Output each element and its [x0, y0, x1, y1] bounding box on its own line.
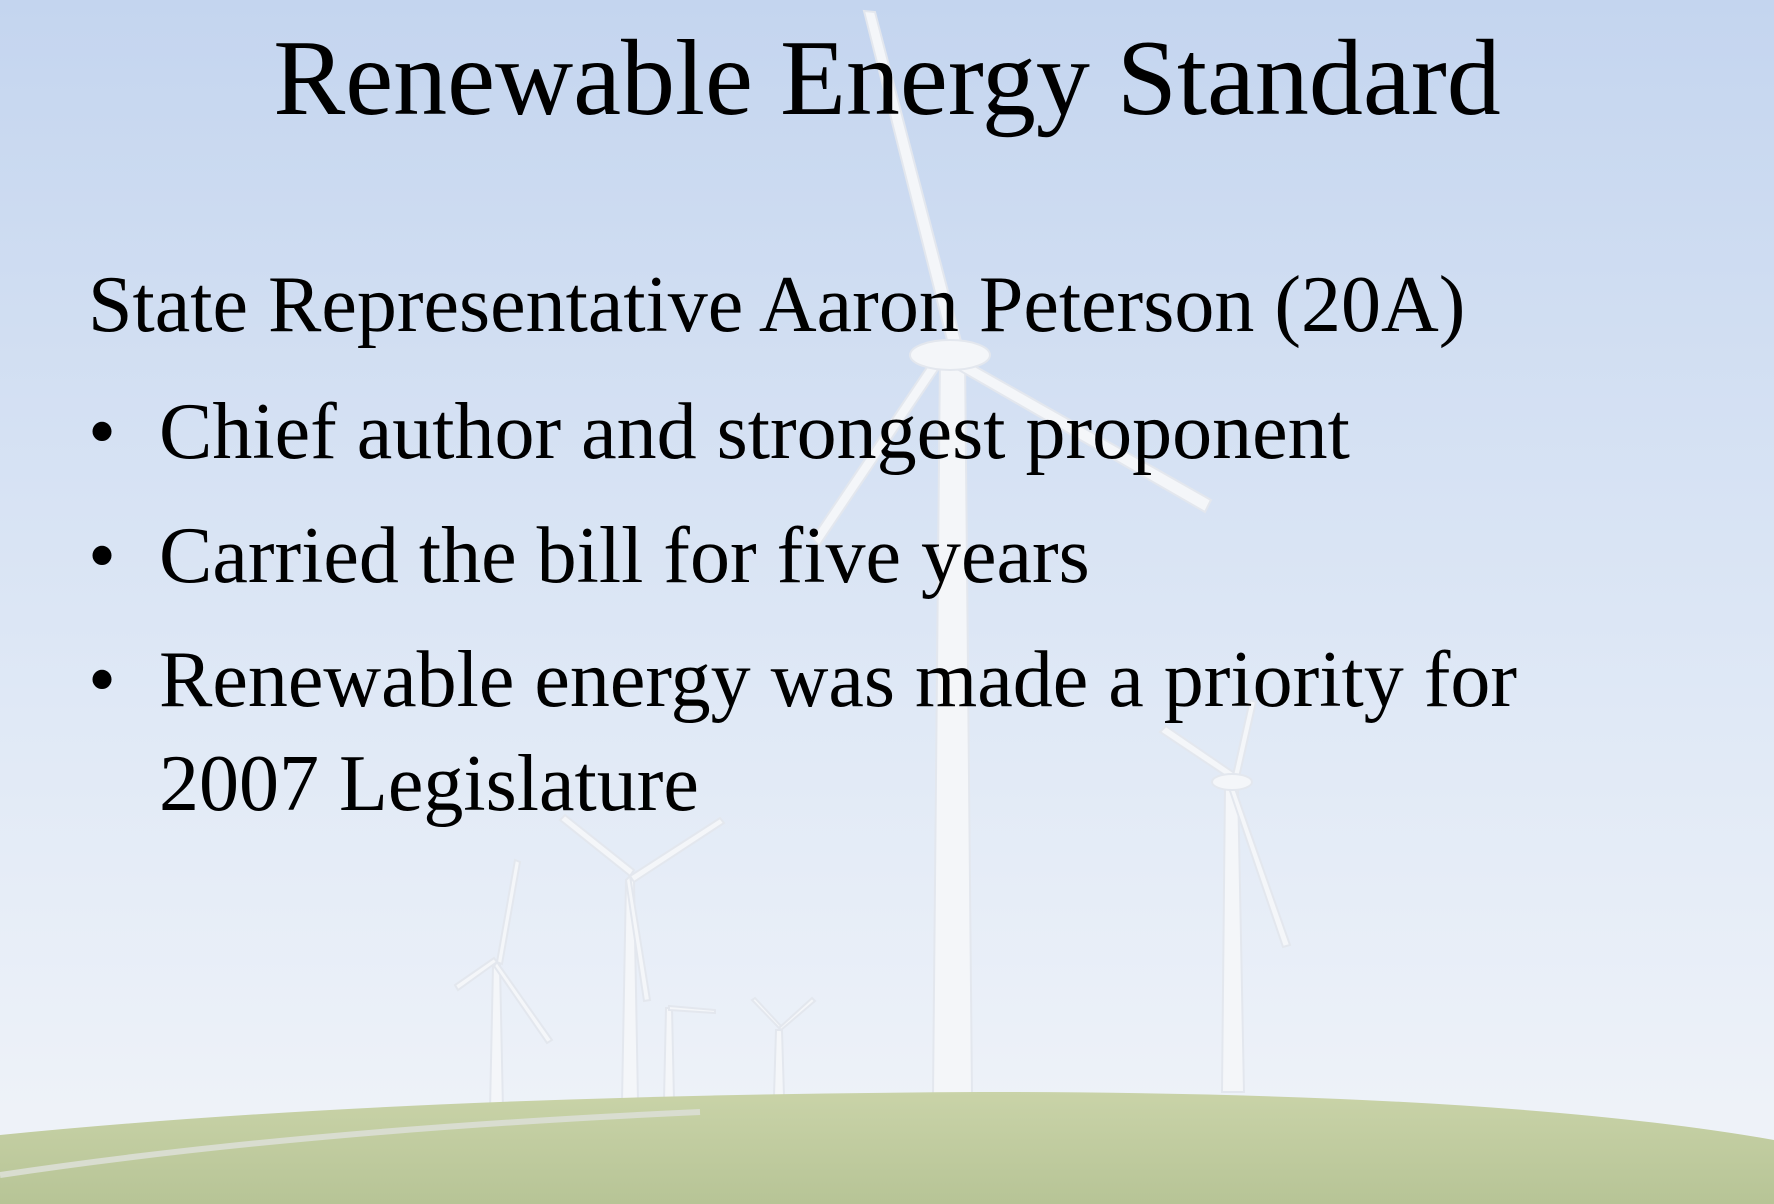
bullet-list: Chief author and strongest proponent Car…: [88, 380, 1648, 856]
bullet-item: Chief author and strongest proponent: [88, 380, 1648, 484]
bullet-item: Carried the bill for five years: [88, 504, 1648, 608]
slide-title: Renewable Energy Standard: [273, 19, 1501, 138]
bullet-item: Renewable energy was made a priority for…: [88, 628, 1648, 836]
subtitle: State Representative Aaron Peterson (20A…: [88, 261, 1466, 349]
